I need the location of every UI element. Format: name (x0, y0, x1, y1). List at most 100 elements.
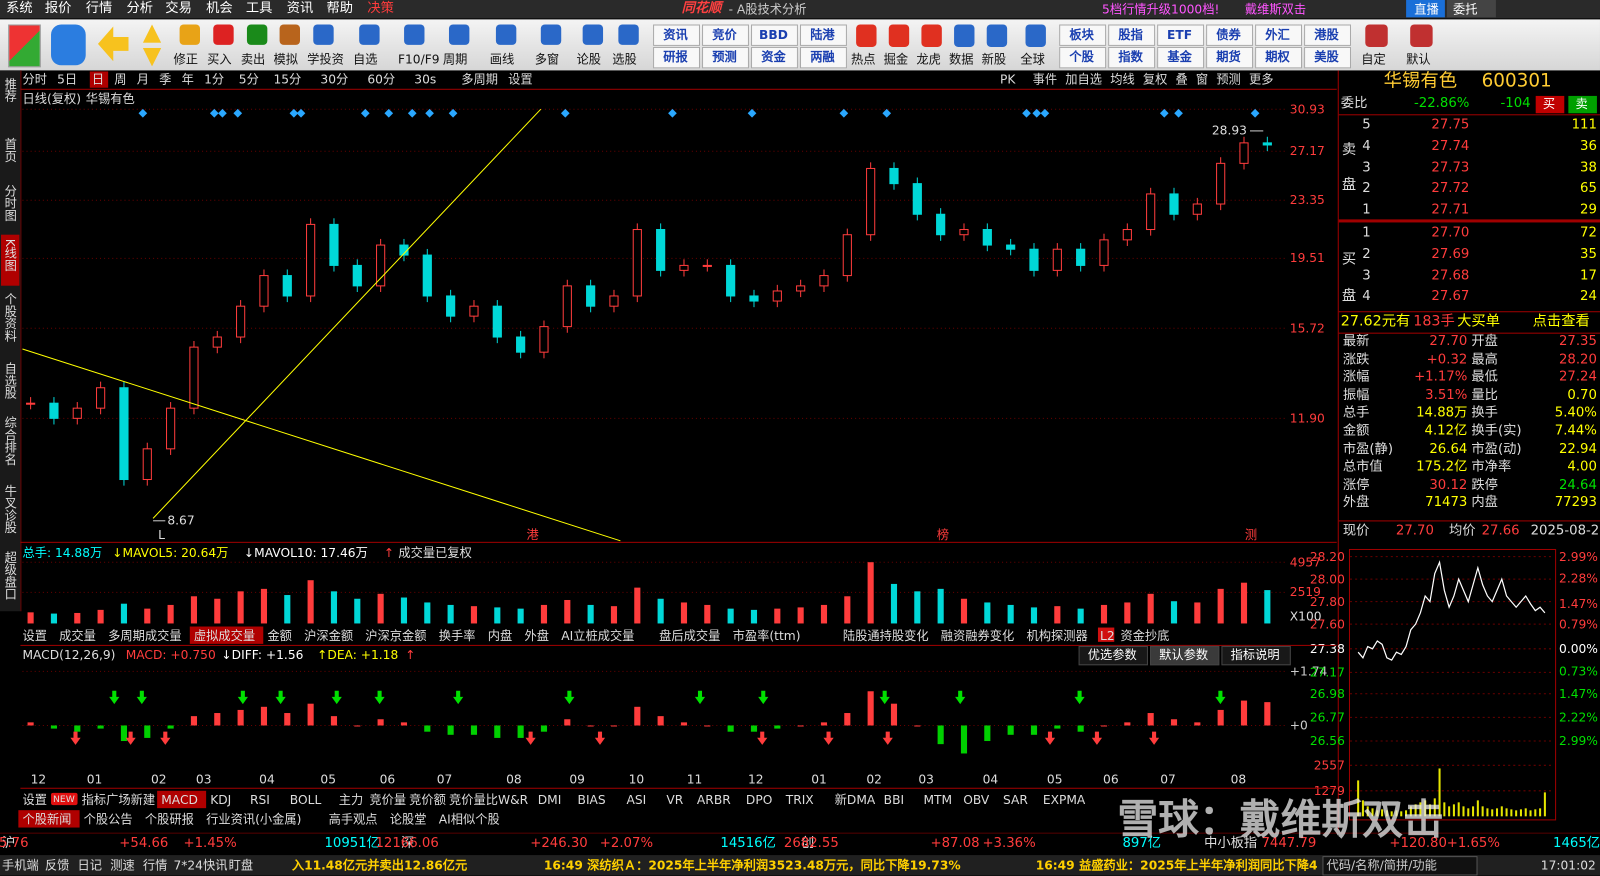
side-tab[interactable]: 推荐 (3, 77, 18, 103)
grid-button[interactable]: 个股 (1069, 49, 1094, 65)
side-tab[interactable]: 牛叉诊股 (3, 484, 18, 534)
chart-tool[interactable]: 复权 (1142, 72, 1168, 87)
grid-button[interactable]: 债券 (1216, 27, 1241, 42)
side-tab[interactable]: 首页 (3, 137, 18, 163)
indicator-tab[interactable]: 市盈率(ttm) (732, 628, 801, 643)
side-tab[interactable]: 综合排名 (3, 416, 18, 466)
tool-button[interactable]: 全球 (1020, 52, 1045, 67)
tool-button[interactable]: 卖出 (240, 52, 266, 67)
indicator-tab[interactable]: 成交量 (59, 628, 96, 643)
indicator-tab[interactable]: DMI (537, 792, 562, 808)
period-tab[interactable]: 月 (136, 72, 149, 87)
tool-button[interactable]: 模拟 (273, 52, 298, 67)
indicator-button[interactable]: 指标说明 (1230, 647, 1280, 663)
status-item[interactable]: 7*24快讯 (173, 858, 228, 873)
news-tab[interactable]: 高手观点 (328, 812, 378, 827)
status-item[interactable]: 测速 (110, 858, 135, 873)
indicator-tab[interactable]: 竞价量 (369, 792, 407, 808)
tool-button[interactable]: 龙虎 (916, 52, 941, 67)
indicator-tab[interactable]: VR (666, 792, 684, 808)
news-tab[interactable]: 论股堂 (389, 812, 427, 827)
side-tab[interactable]: 超级盘口 (3, 551, 18, 600)
indicator-tab[interactable]: KDJ (210, 792, 232, 808)
live-button[interactable]: 直播 (1414, 2, 1439, 17)
chart-tool[interactable]: 更多 (1248, 72, 1274, 87)
indicator-tab[interactable]: 新建 (130, 792, 156, 808)
tool-button[interactable]: 画线 (489, 52, 515, 67)
grid-button[interactable]: 预测 (712, 49, 737, 65)
indicator-tab[interactable]: 竞价额 (409, 792, 446, 808)
news-tab[interactable]: 个股新闻 (22, 812, 72, 827)
side-tab[interactable]: K线图 (3, 238, 18, 272)
indicator-tab[interactable]: 虚拟成交量 (193, 628, 256, 643)
indicator-tab[interactable]: 外盘 (524, 628, 549, 643)
news-tab[interactable]: 个股公告 (83, 812, 133, 827)
buy-button[interactable]: 买 (1542, 96, 1556, 112)
chart-tool[interactable]: PK (999, 72, 1016, 87)
tool-button[interactable]: 新股 (981, 52, 1007, 67)
grid-button[interactable]: BBD (759, 27, 788, 42)
menu-item[interactable]: 报价 (44, 1, 72, 17)
grid-button[interactable]: 股指 (1118, 27, 1143, 42)
indicator-tab[interactable]: 沪深京金额 (365, 628, 427, 643)
grid-button[interactable]: 期货 (1216, 49, 1241, 65)
indicator-tab[interactable]: 陆股通持股变化 (842, 628, 929, 643)
news-tab[interactable]: AI相似个股 (438, 812, 500, 827)
status-item[interactable]: 行情 (142, 858, 168, 873)
indicator-tab[interactable]: W&R (497, 792, 529, 808)
menu-item[interactable]: 系统 (6, 1, 33, 17)
period-tab[interactable]: 5日 (57, 72, 78, 87)
indicator-tab[interactable]: SAR (1003, 792, 1028, 808)
grid-button[interactable]: 资讯 (663, 27, 688, 42)
menu-item[interactable]: 帮助 (326, 1, 354, 17)
grid-button[interactable]: ETF (1167, 27, 1193, 42)
indicator-tab[interactable]: 设置 (22, 628, 47, 643)
menu-item[interactable]: 交易 (165, 1, 192, 17)
grid-button[interactable]: 两融 (810, 49, 835, 65)
menu-item[interactable]: 分析 (126, 1, 154, 17)
side-tab[interactable]: 个股资料 (3, 292, 18, 342)
side-tab[interactable]: 分时图 (3, 184, 18, 222)
period-tab[interactable]: 5分 (238, 72, 259, 87)
indicator-tab[interactable]: 机构探测器 (1026, 628, 1088, 643)
period-tab[interactable]: 分时 (22, 72, 47, 87)
grid-button[interactable]: 期权 (1265, 49, 1290, 65)
status-item[interactable]: 盯盘 (228, 858, 254, 873)
menu-item[interactable]: 决策 (367, 1, 394, 17)
grid-button[interactable]: 资金 (761, 49, 786, 65)
indicator-tab[interactable]: 金额 (267, 628, 292, 643)
indicator-tab[interactable]: 主力 (338, 792, 364, 808)
indicator-tab[interactable]: RSI (249, 792, 270, 808)
period-tab[interactable]: 15分 (273, 72, 302, 87)
period-tab[interactable]: 30分 (320, 72, 349, 87)
indicator-button[interactable]: 优选参数 (1087, 647, 1137, 663)
indicator-tab[interactable]: 指标广场 (81, 792, 131, 808)
tool-button[interactable]: 热点 (851, 52, 876, 67)
chart-tool[interactable]: 加自选 (1065, 72, 1103, 87)
status-item[interactable]: 反馈 (44, 858, 70, 873)
promo[interactable]: 5档行情升级1000档! (1102, 2, 1220, 17)
indicator-tab[interactable]: BOLL (289, 792, 322, 808)
tool-button[interactable]: 默认 (1406, 52, 1431, 67)
chart-tool[interactable]: 均线 (1110, 72, 1135, 87)
tool-button[interactable]: 自定 (1361, 52, 1386, 67)
indicator-tab[interactable]: 换手率 (438, 628, 476, 643)
tool-button[interactable]: 自选 (353, 52, 378, 67)
chart-tool[interactable]: 窗 (1195, 72, 1209, 87)
status-item[interactable]: 日记 (77, 858, 103, 873)
menu-item[interactable]: 资讯 (286, 1, 314, 17)
sell-button[interactable]: 卖 (1575, 96, 1588, 112)
tool-button[interactable]: 掘金 (883, 52, 909, 67)
indicator-tab[interactable]: ARBR (696, 792, 731, 808)
indicator-tab[interactable]: 融资融券变化 (940, 628, 1015, 643)
grid-button[interactable]: 研报 (663, 49, 688, 65)
link[interactable]: 点击查看 (1532, 313, 1590, 330)
chart-tool[interactable]: 叠 (1175, 72, 1188, 87)
indicator-tab[interactable]: NEW (53, 794, 75, 806)
indicator-tab[interactable]: EXPMA (1042, 792, 1086, 808)
indicator-tab[interactable]: 新DMA (834, 792, 876, 808)
news-tab[interactable]: 行业资讯(小金属) (206, 812, 302, 827)
period-tab[interactable]: 周 (114, 72, 127, 87)
indicator-tab[interactable]: 设置 (22, 792, 47, 808)
period-tab[interactable]: 设置 (508, 72, 533, 87)
